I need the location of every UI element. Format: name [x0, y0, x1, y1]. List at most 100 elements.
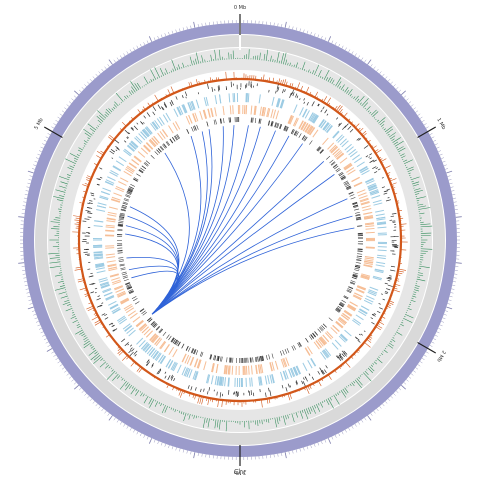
minor-tick	[87, 82, 89, 84]
minor-tick	[355, 53, 357, 56]
minor-tick	[292, 451, 293, 454]
feature-mark	[389, 276, 391, 277]
inner-feature-mark	[168, 336, 171, 340]
inner-feature-mark	[287, 348, 289, 353]
forward-gene	[98, 203, 107, 205]
minor-tick	[71, 379, 73, 381]
reverse-gene	[106, 257, 115, 258]
forward-gene	[345, 330, 352, 336]
feature-mark	[137, 123, 138, 125]
feature-mark	[290, 385, 291, 387]
inner-feature-mark	[266, 355, 267, 360]
forward-gene	[300, 107, 304, 115]
major-tick	[368, 60, 372, 65]
forward-gene	[196, 100, 199, 109]
reverse-gene	[107, 261, 116, 262]
feature-mark	[385, 291, 388, 292]
link-arc	[152, 161, 324, 314]
minor-tick	[314, 444, 315, 447]
minor-tick	[154, 440, 155, 443]
major-tick	[74, 91, 78, 95]
inner-feature-mark	[344, 296, 348, 298]
inner-feature-mark	[120, 213, 125, 214]
minor-tick	[332, 41, 333, 44]
feature-mark	[364, 145, 368, 148]
minor-tick	[48, 133, 51, 134]
feature-mark	[105, 317, 108, 319]
forward-gene	[327, 126, 333, 133]
inner-feature-mark	[145, 162, 149, 165]
chromosome-name-label: Chr	[234, 468, 246, 476]
minor-tick	[278, 23, 279, 26]
feature-mark	[134, 126, 138, 130]
inner-feature-mark	[323, 324, 327, 328]
feature-mark	[348, 126, 351, 129]
major-tick	[149, 36, 151, 41]
inner-feature-mark	[158, 148, 161, 152]
inner-feature-mark	[163, 332, 166, 336]
minor-tick	[318, 35, 319, 38]
feature-mark	[309, 374, 310, 376]
feature-mark	[286, 387, 287, 391]
minor-tick	[74, 382, 76, 384]
major-tick	[446, 171, 452, 173]
minor-tick	[444, 314, 447, 315]
gc-content-bar	[106, 335, 110, 338]
minor-tick	[144, 435, 145, 438]
feature-mark	[378, 169, 380, 170]
minor-tick	[137, 46, 138, 49]
gc-content-bar	[208, 398, 209, 405]
minor-tick	[133, 48, 134, 51]
minor-tick	[358, 422, 360, 425]
reverse-gene	[190, 357, 193, 365]
feature-mark	[388, 280, 391, 281]
feature-mark	[382, 187, 385, 188]
minor-tick	[443, 318, 446, 319]
feature-mark	[390, 270, 395, 271]
major-tick	[194, 22, 195, 28]
forward-gene	[356, 315, 364, 320]
reverse-gene	[260, 107, 261, 116]
gc-content-bar	[363, 133, 366, 136]
feature-mark	[174, 378, 175, 381]
reverse-gene	[366, 248, 375, 249]
inner-feature-mark	[309, 141, 312, 145]
minor-tick	[165, 444, 166, 447]
feature-mark	[186, 97, 187, 98]
minor-tick	[58, 117, 60, 119]
feature-mark	[165, 376, 166, 379]
minor-tick	[30, 303, 33, 304]
feature-mark	[219, 85, 220, 90]
minor-tick	[345, 430, 346, 433]
reverse-gene	[106, 254, 115, 255]
inner-feature-mark	[213, 355, 214, 360]
position-ticks	[18, 17, 462, 463]
inner-feature-mark	[355, 265, 360, 266]
gc-content-bar	[327, 98, 331, 105]
feature-mark	[218, 86, 219, 91]
minor-tick	[26, 289, 29, 290]
minor-tick	[443, 161, 446, 162]
minor-tick	[311, 32, 312, 35]
position-label: 1 Mb	[435, 117, 446, 131]
major-tick	[401, 385, 405, 389]
minor-tick	[117, 420, 119, 422]
inner-feature-mark	[118, 222, 123, 223]
minor-tick	[355, 424, 357, 427]
gc-content-bar	[73, 216, 81, 217]
minor-tick	[202, 454, 203, 457]
inner-feature-mark	[119, 218, 124, 219]
inner-feature-mark	[352, 277, 357, 279]
minor-tick	[114, 60, 116, 62]
reverse-gene	[230, 105, 231, 114]
feature-mark	[345, 124, 349, 128]
minor-tick	[69, 377, 71, 379]
minor-tick	[454, 202, 457, 203]
reverse-gene	[258, 365, 259, 374]
minor-tick	[420, 361, 422, 363]
inner-feature-mark	[260, 119, 261, 124]
feature-mark	[371, 318, 373, 319]
reverse-gene	[204, 361, 206, 370]
inner-feature-mark	[350, 194, 355, 196]
inner-feature-mark	[207, 122, 208, 127]
